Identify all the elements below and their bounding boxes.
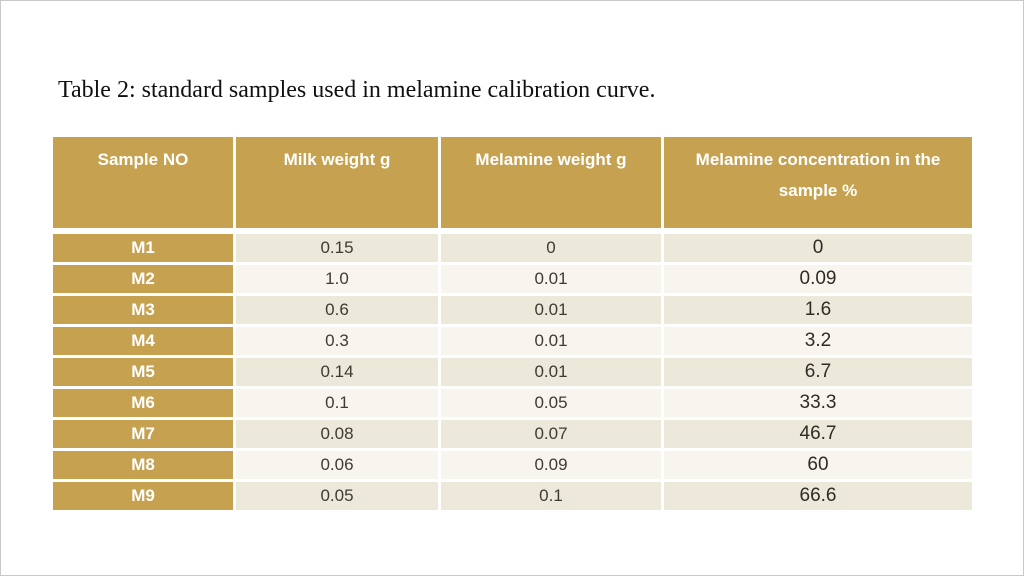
sample-id-cell: M8: [53, 451, 233, 479]
header-cell-melamine-concentration: Melamine concentration in the sample %: [664, 137, 972, 228]
melamine-weight-cell: 0.01: [441, 296, 661, 324]
table-row: M5 0.14 0.01 6.7: [53, 358, 972, 386]
milk-weight-cell: 0.6: [236, 296, 438, 324]
melamine-weight-cell: 0.1: [441, 482, 661, 510]
sample-id-cell: M9: [53, 482, 233, 510]
milk-weight-cell: 0.08: [236, 420, 438, 448]
header-cell-melamine-weight: Melamine weight g: [441, 137, 661, 228]
table-body: M1 0.15 0 0 M2 1.0 0.01 0.09 M3 0.6 0.01…: [53, 234, 972, 510]
sample-id-cell: M2: [53, 265, 233, 293]
header-cell-milk-weight: Milk weight g: [236, 137, 438, 228]
concentration-cell: 0: [664, 234, 972, 262]
milk-weight-cell: 0.15: [236, 234, 438, 262]
table-header-row: Sample NO Milk weight g Melamine weight …: [53, 137, 972, 228]
milk-weight-cell: 0.05: [236, 482, 438, 510]
melamine-weight-cell: 0.01: [441, 265, 661, 293]
table-row: M1 0.15 0 0: [53, 234, 972, 262]
concentration-cell: 66.6: [664, 482, 972, 510]
sample-id-cell: M5: [53, 358, 233, 386]
sample-id-cell: M4: [53, 327, 233, 355]
milk-weight-cell: 0.3: [236, 327, 438, 355]
calibration-table: Sample NO Milk weight g Melamine weight …: [53, 137, 972, 510]
table-row: M6 0.1 0.05 33.3: [53, 389, 972, 417]
table-row: M4 0.3 0.01 3.2: [53, 327, 972, 355]
table-title: Table 2: standard samples used in melami…: [58, 77, 656, 103]
concentration-cell: 46.7: [664, 420, 972, 448]
melamine-weight-cell: 0.07: [441, 420, 661, 448]
melamine-weight-cell: 0.01: [441, 358, 661, 386]
table-row: M8 0.06 0.09 60: [53, 451, 972, 479]
melamine-weight-cell: 0.09: [441, 451, 661, 479]
melamine-weight-cell: 0.01: [441, 327, 661, 355]
sample-id-cell: M7: [53, 420, 233, 448]
melamine-weight-cell: 0: [441, 234, 661, 262]
concentration-cell: 60: [664, 451, 972, 479]
milk-weight-cell: 0.1: [236, 389, 438, 417]
table-row: M2 1.0 0.01 0.09: [53, 265, 972, 293]
milk-weight-cell: 0.14: [236, 358, 438, 386]
concentration-cell: 0.09: [664, 265, 972, 293]
milk-weight-cell: 0.06: [236, 451, 438, 479]
concentration-cell: 6.7: [664, 358, 972, 386]
table-row: M3 0.6 0.01 1.6: [53, 296, 972, 324]
table-row: M9 0.05 0.1 66.6: [53, 482, 972, 510]
melamine-weight-cell: 0.05: [441, 389, 661, 417]
concentration-cell: 3.2: [664, 327, 972, 355]
sample-id-cell: M6: [53, 389, 233, 417]
concentration-cell: 33.3: [664, 389, 972, 417]
milk-weight-cell: 1.0: [236, 265, 438, 293]
header-cell-sample-no: Sample NO: [53, 137, 233, 228]
concentration-cell: 1.6: [664, 296, 972, 324]
table-row: M7 0.08 0.07 46.7: [53, 420, 972, 448]
sample-id-cell: M3: [53, 296, 233, 324]
sample-id-cell: M1: [53, 234, 233, 262]
